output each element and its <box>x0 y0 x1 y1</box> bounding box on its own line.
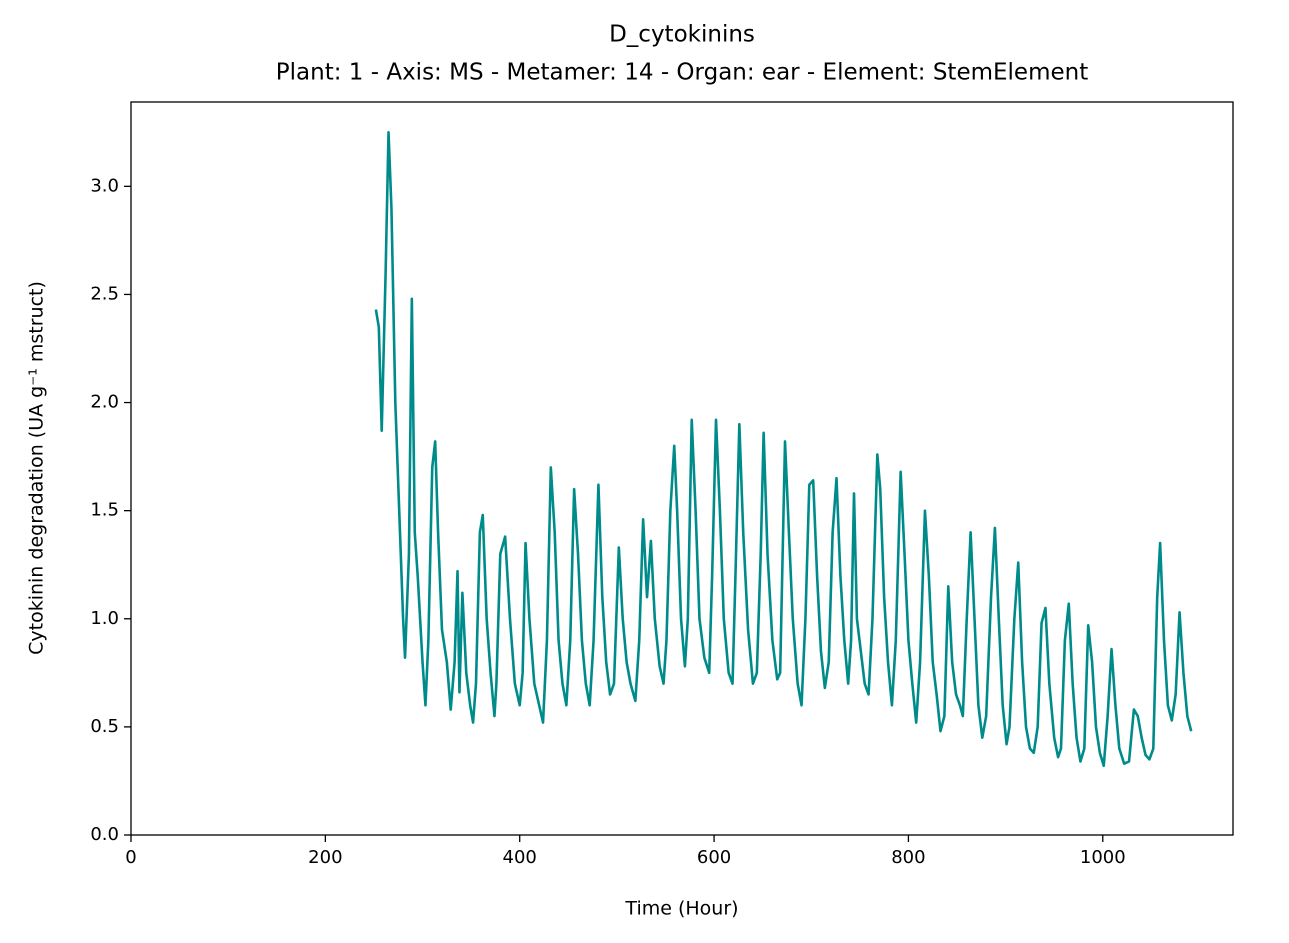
data-line <box>374 130 1193 768</box>
x-tick-label: 0 <box>125 847 136 868</box>
chart-title: D_cytokinins <box>609 22 755 48</box>
plot-frame <box>130 101 1234 836</box>
chart-subtitle: Plant: 1 - Axis: MS - Metamer: 14 - Orga… <box>276 60 1088 86</box>
y-tick-label: 3.0 <box>90 175 119 196</box>
x-tick-label: 800 <box>891 847 925 868</box>
x-tick-label: 200 <box>308 847 342 868</box>
y-tick-label: 0.0 <box>90 824 119 845</box>
x-axis-label: Time (Hour) <box>624 898 738 920</box>
x-tick-label: 400 <box>503 847 537 868</box>
x-tick-label: 1000 <box>1080 847 1126 868</box>
y-tick-label: 1.5 <box>90 500 119 521</box>
x-tick-label: 600 <box>697 847 731 868</box>
y-tick-label: 2.5 <box>90 283 119 304</box>
y-tick-label: 0.5 <box>90 716 119 737</box>
y-tick-label: 1.0 <box>90 608 119 629</box>
y-axis-label: Cytokinin degradation (UA g⁻¹ mstruct) <box>26 281 48 655</box>
y-tick-label: 2.0 <box>90 392 119 413</box>
